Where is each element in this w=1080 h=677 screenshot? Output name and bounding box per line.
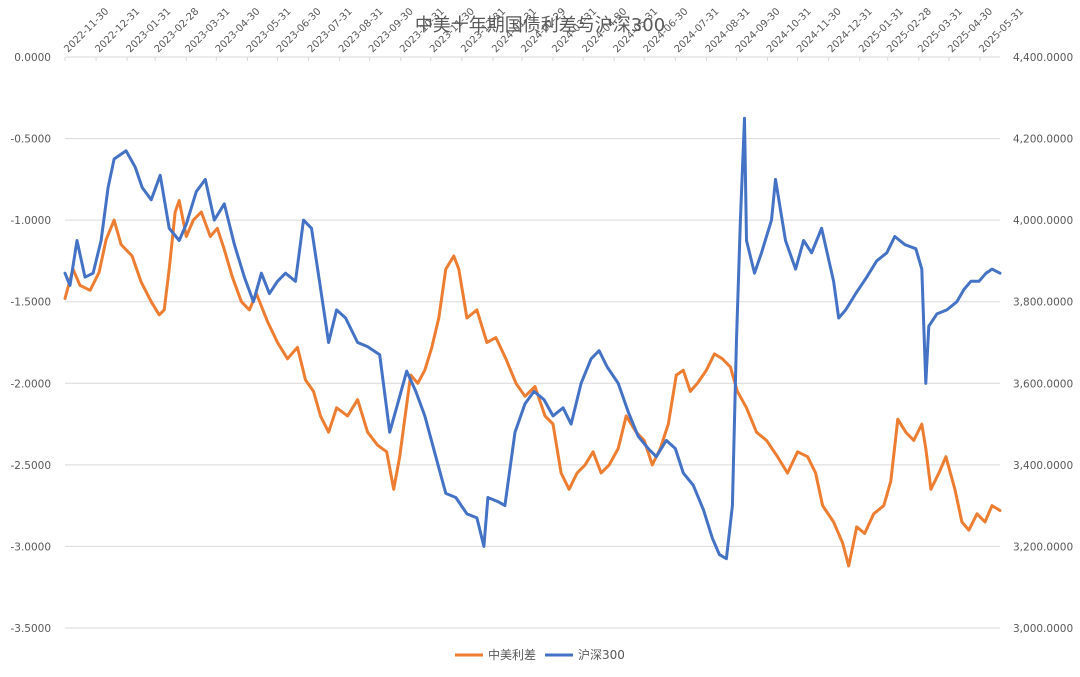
right-tick-label: 3,000.0000 xyxy=(1013,623,1073,635)
right-tick-label: 4,400.0000 xyxy=(1013,52,1073,64)
legend-label: 中美利差 xyxy=(488,647,536,662)
legend: 中美利差 沪深300 xyxy=(455,647,625,662)
gridlines xyxy=(65,56,1000,629)
left-tick-label: -1.5000 xyxy=(10,297,51,309)
left-tick-label: -1.0000 xyxy=(10,215,51,227)
series-line-csi300 xyxy=(63,116,1002,561)
left-tick-label: -2.0000 xyxy=(10,378,51,390)
right-axis-ticks: 4,400.0000 4,200.0000 4,000.0000 3,800.0000… xyxy=(1013,52,1073,635)
chart-title: 中美十年期国债利差与沪深300 xyxy=(415,15,665,36)
left-tick-label: -2.5000 xyxy=(10,460,51,472)
left-tick-label: 0.0000 xyxy=(14,52,51,64)
left-tick-label: -3.5000 xyxy=(10,623,51,635)
right-tick-label: 4,000.0000 xyxy=(1013,215,1073,227)
left-axis-ticks: 0.0000 -0.5000 -1.0000 -1.5000 -2.0000 -2.500… xyxy=(10,52,51,635)
right-tick-label: 3,800.0000 xyxy=(1013,297,1073,309)
series-lines xyxy=(63,116,1002,568)
right-tick-label: 3,600.0000 xyxy=(1013,378,1073,390)
series-line-spread xyxy=(63,199,1002,568)
legend-label: 沪深300 xyxy=(578,648,625,662)
right-tick-label: 4,200.0000 xyxy=(1013,134,1073,146)
left-tick-label: -0.5000 xyxy=(10,134,51,146)
right-tick-label: 3,200.0000 xyxy=(1013,541,1073,553)
left-tick-label: -3.0000 xyxy=(10,541,51,553)
right-tick-label: 3,400.0000 xyxy=(1013,460,1073,472)
